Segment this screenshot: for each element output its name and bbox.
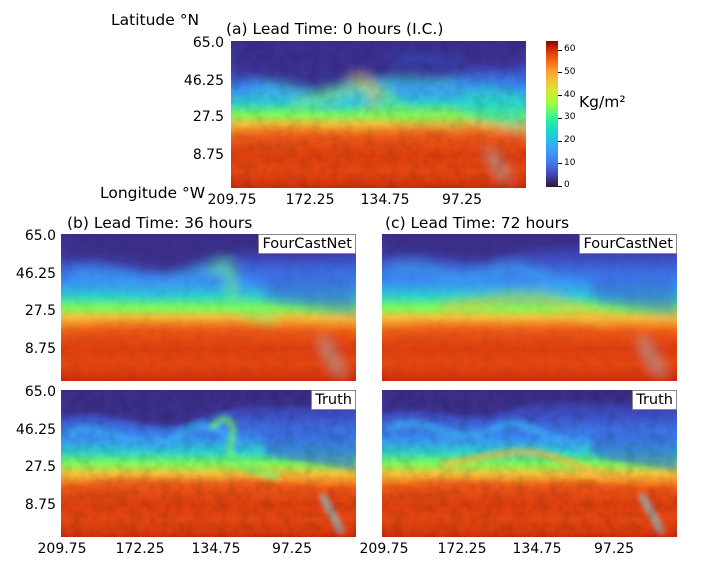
panel-c-forecast-map: FourCastNet — [382, 234, 677, 381]
panel-c-truth-map: Truth — [382, 390, 677, 537]
colorbar-label-50: 50 — [564, 67, 576, 77]
panel-b-forecast-map: FourCastNet — [61, 234, 356, 381]
panel-a-ytick-27: 27.5 — [192, 109, 224, 125]
panel-b-xtick-2: 172.25 — [115, 541, 165, 557]
panel-b-truth-badge: Truth — [311, 390, 356, 411]
panel-c-xtick-3: 134.75 — [512, 541, 562, 557]
panel-c-title: (c) Lead Time: 72 hours — [385, 214, 570, 232]
colorbar-label-10: 10 — [564, 158, 576, 168]
panel-b-truth-map: Truth — [61, 390, 356, 537]
colorbar-tick-40 — [558, 95, 562, 96]
colorbar-tick-0 — [558, 186, 562, 187]
caption-fragment: ... — [0, 562, 709, 573]
latitude-label: Latitude °N — [111, 11, 200, 29]
colorbar-tick-50 — [558, 72, 562, 73]
panel-b-xtick-1: 209.75 — [37, 541, 87, 557]
colorbar-tick-10 — [558, 163, 562, 164]
colorbar-label-40: 40 — [564, 90, 576, 100]
colorbar-unit: Kg/m² — [579, 93, 626, 111]
colorbar-label-60: 60 — [564, 44, 576, 54]
panel-b-lower-ytick-65: 65.0 — [24, 384, 56, 400]
panel-a-xtick-4: 97.25 — [441, 192, 483, 208]
colorbar-label-30: 30 — [564, 112, 576, 122]
panel-a-ytick-8: 8.75 — [192, 147, 224, 163]
panel-b-ytick-8: 8.75 — [24, 341, 56, 357]
panel-b-lower-ytick-46: 46.25 — [15, 422, 56, 438]
panel-a-xtick-1: 209.75 — [207, 192, 257, 208]
panel-a-title: (a) Lead Time: 0 hours (I.C.) — [226, 20, 444, 38]
panel-a-ytick-46: 46.25 — [183, 73, 224, 89]
panel-c-xtick-4: 97.25 — [593, 541, 635, 557]
colorbar-tick-60 — [558, 50, 562, 51]
colorbar-tick-20 — [558, 141, 562, 142]
panel-b-ytick-65: 65.0 — [24, 228, 56, 244]
panel-b-lower-ytick-27: 27.5 — [24, 459, 56, 475]
panel-a-xtick-3: 134.75 — [360, 192, 410, 208]
panel-c-xtick-2: 172.25 — [437, 541, 487, 557]
panel-b-ytick-46: 46.25 — [15, 266, 56, 282]
panel-a-ytick-65: 65.0 — [192, 35, 224, 51]
colorbar-label-20: 20 — [564, 135, 576, 145]
panel-b-xtick-3: 134.75 — [191, 541, 241, 557]
panel-a-xtick-2: 172.25 — [285, 192, 335, 208]
caption-fragment-text: ... — [8, 565, 23, 573]
panel-b-forecast-badge: FourCastNet — [258, 234, 356, 255]
panel-c-truth-badge: Truth — [632, 390, 677, 411]
colorbar-tick-30 — [558, 118, 562, 119]
panel-a-ic-map — [231, 41, 526, 188]
panel-c-xtick-1: 209.75 — [359, 541, 409, 557]
colorbar — [546, 41, 558, 187]
panel-b-lower-ytick-8: 8.75 — [24, 497, 56, 513]
panel-b-xtick-4: 97.25 — [271, 541, 313, 557]
panel-c-forecast-badge: FourCastNet — [579, 234, 677, 255]
panel-b-title: (b) Lead Time: 36 hours — [67, 214, 253, 232]
colorbar-label-0: 0 — [564, 180, 570, 190]
longitude-label: Longitude °W — [100, 184, 206, 202]
panel-b-ytick-27: 27.5 — [24, 303, 56, 319]
